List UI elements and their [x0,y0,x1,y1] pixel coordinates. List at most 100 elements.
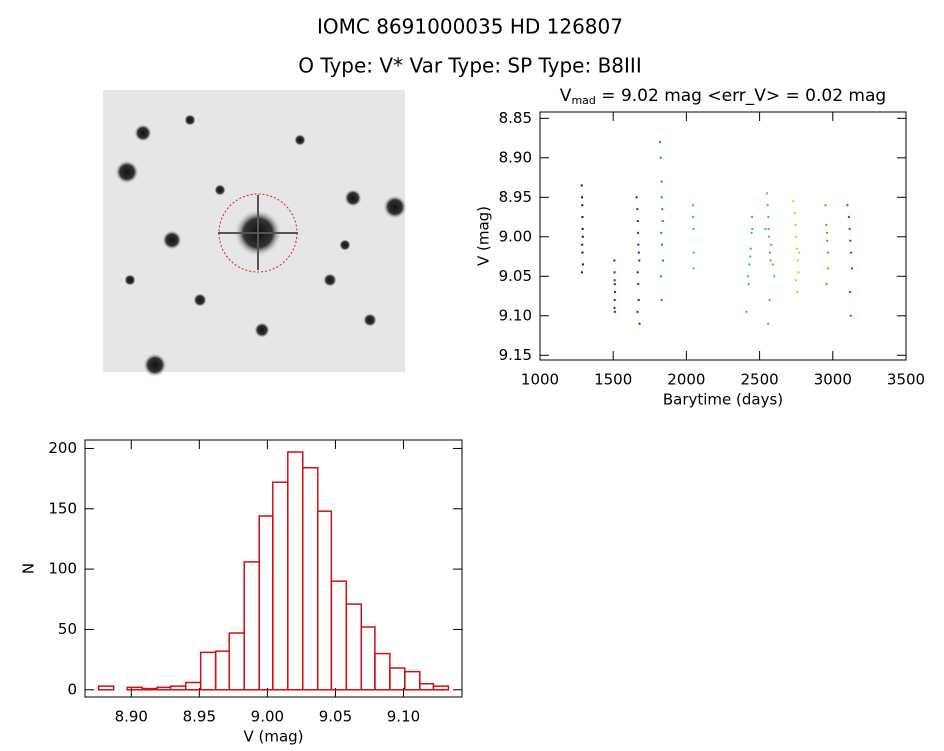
histogram-bar [330,580,348,691]
data-point [613,298,616,301]
data-point [613,310,616,313]
y-tick-label: 8.85 [499,109,532,127]
data-point [581,196,584,199]
star-field-image [103,90,407,377]
data-point [661,208,664,211]
star [162,230,182,250]
data-point [768,298,771,301]
data-point [768,251,771,254]
star [214,184,226,196]
data-point [765,192,768,195]
data-point [849,314,852,317]
histogram-bar [228,632,245,691]
star [383,195,407,219]
data-point [636,219,639,222]
data-point [581,243,584,246]
star [254,322,270,338]
data-point [660,180,663,183]
x-tick-label: 1000 [521,371,559,389]
data-point [746,275,749,278]
data-point [797,271,800,274]
data-point [637,251,640,254]
y-tick-label: 8.95 [499,188,532,206]
data-point [580,184,583,187]
x-tick-label: 9.10 [387,708,420,726]
data-point [750,231,753,234]
title-line2: O Type: V* Var Type: SP Type: B8III [298,54,641,78]
star [339,239,351,251]
data-point [749,247,752,250]
data-point [796,259,799,262]
data-point [661,219,664,222]
data-point [659,275,662,278]
histogram-bar [214,650,231,691]
star [115,160,139,184]
data-point [636,271,639,274]
data-point [850,251,853,254]
data-point [846,204,849,207]
data-point [749,255,752,258]
x-tick-label: 1500 [594,371,632,389]
data-point [581,235,584,238]
data-point [581,204,584,207]
title-line1: IOMC 8691000035 HD 126807 [317,15,623,39]
data-point [637,283,640,286]
data-point [771,263,774,266]
data-point [767,227,770,230]
star [134,124,152,142]
star [363,313,377,327]
x-axis-label: V (mag) [243,728,303,746]
data-point [848,227,851,230]
histogram-bar [345,603,363,691]
data-point [660,231,663,234]
data-point [637,231,640,234]
histogram-bar [258,515,274,691]
histogram-bar [360,626,376,691]
data-point [635,196,638,199]
data-point [581,216,584,219]
histogram-bar [374,652,391,691]
x-tick-label: 3000 [814,371,852,389]
data-point [660,196,663,199]
data-point [826,251,829,254]
data-point [613,283,616,286]
y-tick-label: 9.10 [499,306,532,324]
y-tick-label: 200 [48,439,77,457]
data-point [798,251,801,254]
data-point [613,306,616,309]
plot-frame [539,111,907,361]
star [184,114,196,126]
data-point [581,263,584,266]
data-point [692,227,695,230]
star [193,293,207,307]
y-tick-label: 9.15 [499,346,532,364]
histogram-bar [404,670,421,691]
data-point [692,251,695,254]
data-point [745,310,748,313]
histogram-bar [97,685,115,691]
data-point [849,291,852,294]
data-point [850,267,853,270]
data-point [748,263,751,266]
data-point [692,267,695,270]
x-tick-label: 2500 [741,371,779,389]
data-point [770,243,773,246]
star [143,353,167,377]
data-point [847,216,850,219]
data-point [660,298,663,301]
data-point [613,259,616,262]
data-point [581,251,584,254]
star [323,273,337,287]
data-point [613,271,616,274]
star [344,189,362,207]
data-point [764,227,767,230]
data-point [660,243,663,246]
x-tick-label: 9.05 [319,708,352,726]
data-point [636,208,639,211]
histogram-bar [126,686,143,691]
y-tick-label: 50 [58,620,77,638]
title-subscript: mad [571,94,595,107]
histogram-bar [316,510,333,691]
data-point [659,156,662,159]
